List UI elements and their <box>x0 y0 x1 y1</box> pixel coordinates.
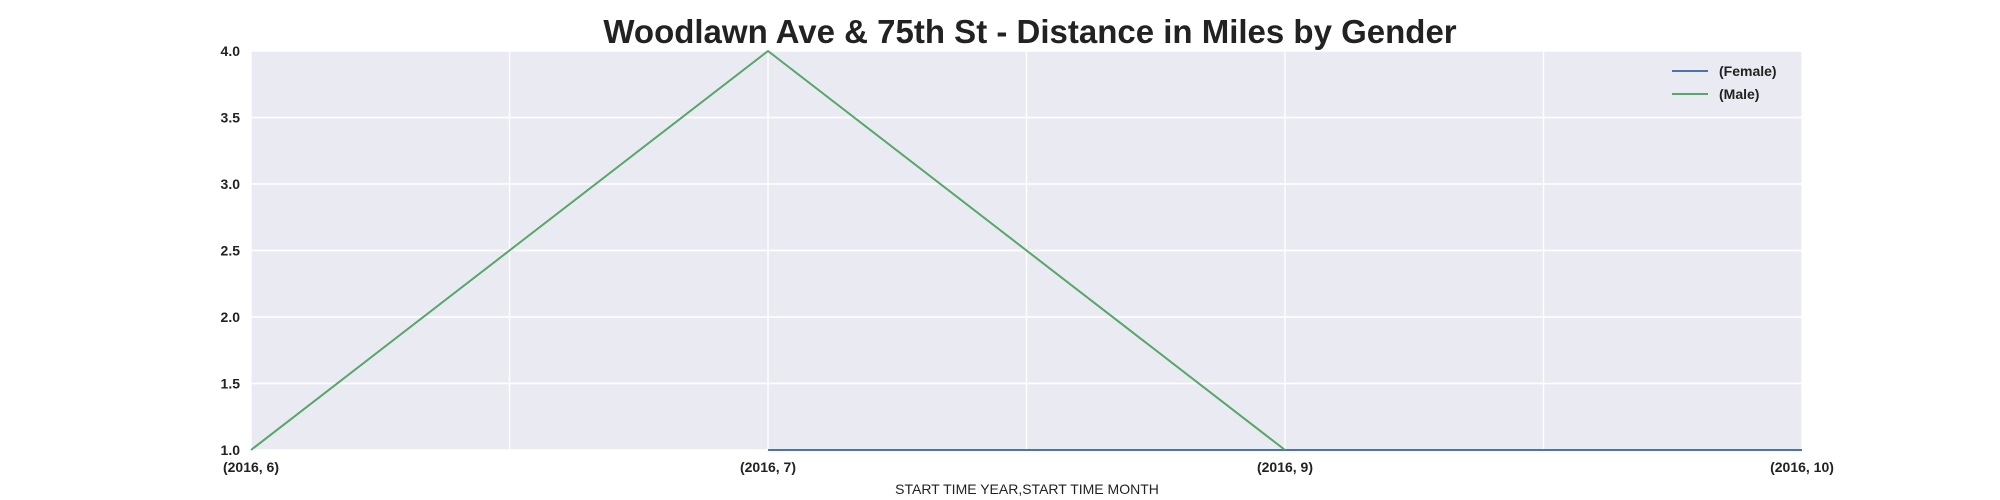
y-tick-label: 4.0 <box>221 43 241 59</box>
y-tick-label: 1.5 <box>221 376 241 392</box>
y-tick-label: 1.0 <box>221 442 241 458</box>
chart-title: Woodlawn Ave & 75th St - Distance in Mil… <box>603 13 1456 50</box>
y-tick-label: 2.5 <box>221 243 241 259</box>
y-tick-label: 2.0 <box>221 309 241 325</box>
x-tick-label: (2016, 10) <box>1770 459 1834 475</box>
legend: (Female) (Male) <box>1672 63 1777 102</box>
legend-label: (Male) <box>1719 86 1759 102</box>
x-tick-label: (2016, 9) <box>1257 459 1313 475</box>
series-line <box>250 50 1286 451</box>
y-tick-label: 3.0 <box>221 176 241 192</box>
x-tick-label: (2016, 6) <box>223 459 279 475</box>
legend-label: (Female) <box>1719 63 1777 79</box>
x-axis-label: START TIME YEAR,START TIME MONTH <box>895 481 1159 497</box>
x-tick-label: (2016, 7) <box>740 459 796 475</box>
y-tick-label: 3.5 <box>221 110 241 126</box>
